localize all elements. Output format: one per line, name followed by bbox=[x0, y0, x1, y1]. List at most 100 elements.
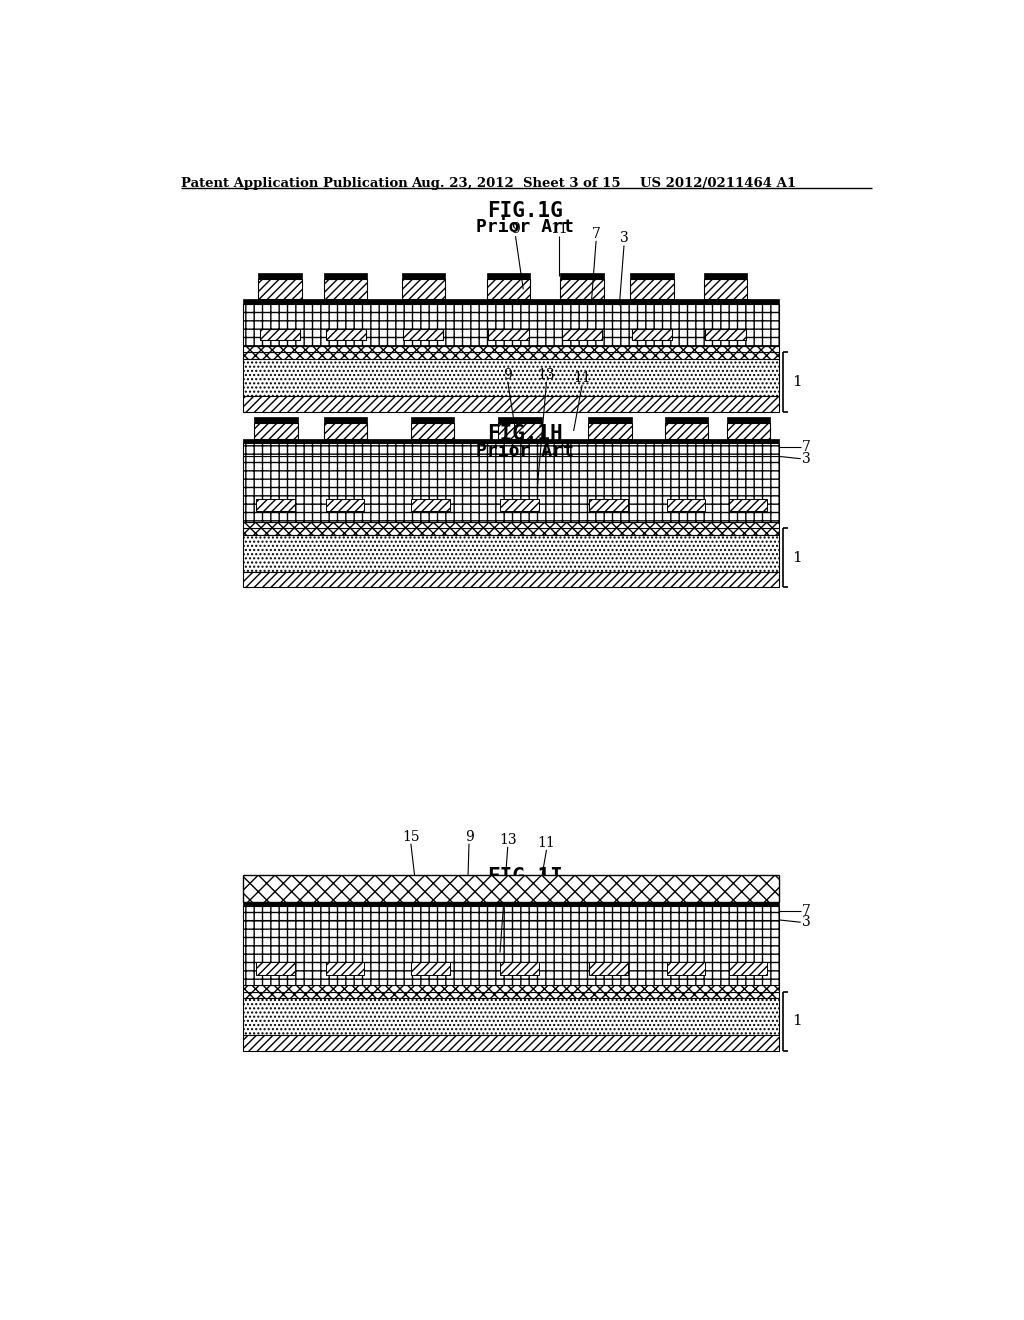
Bar bbox=[486, 280, 530, 300]
Text: 7: 7 bbox=[802, 904, 811, 917]
Text: 9: 9 bbox=[504, 368, 512, 381]
Bar bbox=[727, 424, 770, 438]
Text: 3: 3 bbox=[802, 451, 811, 466]
Bar bbox=[254, 417, 298, 424]
Bar bbox=[401, 280, 445, 300]
Bar bbox=[706, 329, 745, 341]
Bar bbox=[260, 329, 300, 341]
Bar bbox=[254, 424, 298, 438]
Bar bbox=[254, 887, 298, 903]
Bar bbox=[243, 442, 779, 457]
Text: 11: 11 bbox=[550, 222, 567, 236]
Bar bbox=[243, 920, 779, 985]
Bar bbox=[499, 880, 542, 887]
Bar bbox=[411, 962, 450, 974]
Text: 13: 13 bbox=[499, 833, 516, 847]
Bar bbox=[729, 499, 767, 511]
Bar bbox=[665, 887, 709, 903]
Text: 7: 7 bbox=[592, 227, 600, 240]
Bar bbox=[324, 273, 368, 280]
Bar bbox=[589, 887, 632, 903]
Bar bbox=[667, 499, 706, 511]
Bar bbox=[500, 962, 539, 974]
Bar bbox=[499, 417, 542, 424]
Bar bbox=[729, 962, 767, 974]
Text: US 2012/0211464 A1: US 2012/0211464 A1 bbox=[640, 177, 796, 190]
Bar bbox=[243, 359, 779, 396]
Text: 1: 1 bbox=[793, 375, 802, 389]
Text: Aug. 23, 2012  Sheet 3 of 15: Aug. 23, 2012 Sheet 3 of 15 bbox=[411, 177, 621, 190]
Bar bbox=[243, 300, 779, 304]
Text: 9: 9 bbox=[465, 830, 473, 843]
Text: 1: 1 bbox=[793, 1014, 802, 1028]
Bar bbox=[560, 273, 604, 280]
Bar bbox=[243, 352, 779, 359]
Text: 15: 15 bbox=[402, 830, 420, 843]
Text: 3: 3 bbox=[802, 915, 811, 929]
Bar bbox=[411, 887, 455, 903]
Bar bbox=[727, 880, 770, 887]
Bar bbox=[403, 329, 443, 341]
Bar bbox=[243, 535, 779, 572]
Text: 11: 11 bbox=[573, 371, 591, 385]
Bar bbox=[727, 417, 770, 424]
Bar bbox=[499, 887, 542, 903]
Bar bbox=[411, 499, 450, 511]
Bar bbox=[630, 280, 674, 300]
Bar bbox=[667, 962, 706, 974]
Bar bbox=[243, 998, 779, 1035]
Text: Prior Art: Prior Art bbox=[476, 884, 573, 903]
Text: 9: 9 bbox=[511, 222, 520, 236]
Bar bbox=[243, 572, 779, 587]
Bar bbox=[258, 273, 302, 280]
Bar bbox=[243, 991, 779, 998]
Bar bbox=[324, 280, 368, 300]
Bar bbox=[243, 875, 779, 903]
Bar bbox=[258, 280, 302, 300]
Bar bbox=[243, 521, 779, 528]
Bar bbox=[411, 880, 455, 887]
Bar bbox=[243, 304, 779, 346]
Bar bbox=[243, 438, 779, 442]
Bar bbox=[589, 499, 628, 511]
Bar bbox=[589, 417, 632, 424]
Text: 7: 7 bbox=[802, 440, 811, 454]
Bar bbox=[243, 396, 779, 412]
Text: Patent Application Publication: Patent Application Publication bbox=[180, 177, 408, 190]
Text: FIG.1I: FIG.1I bbox=[487, 867, 562, 887]
Bar bbox=[401, 273, 445, 280]
Bar bbox=[243, 1035, 779, 1051]
Bar bbox=[256, 962, 295, 974]
Bar bbox=[562, 329, 602, 341]
Text: Prior Art: Prior Art bbox=[476, 442, 573, 459]
Bar bbox=[326, 329, 366, 341]
Bar bbox=[486, 273, 530, 280]
Bar bbox=[703, 273, 748, 280]
Bar bbox=[243, 457, 779, 521]
Bar bbox=[324, 880, 368, 887]
Bar bbox=[727, 887, 770, 903]
Bar bbox=[589, 880, 632, 887]
Bar bbox=[254, 880, 298, 887]
Bar bbox=[560, 280, 604, 300]
Bar bbox=[243, 346, 779, 352]
Bar bbox=[326, 499, 365, 511]
Bar bbox=[703, 280, 748, 300]
Bar bbox=[243, 903, 779, 906]
Bar bbox=[243, 985, 779, 991]
Bar bbox=[243, 528, 779, 535]
Bar bbox=[411, 424, 455, 438]
Text: 11: 11 bbox=[538, 836, 555, 850]
Bar bbox=[243, 906, 779, 920]
Bar bbox=[488, 329, 528, 341]
Text: FIG.1H: FIG.1H bbox=[487, 424, 562, 444]
Text: FIG.1G: FIG.1G bbox=[487, 201, 562, 220]
Bar bbox=[326, 962, 365, 974]
Bar bbox=[324, 887, 368, 903]
Bar bbox=[632, 329, 672, 341]
Bar bbox=[256, 499, 295, 511]
Bar bbox=[324, 424, 368, 438]
Bar bbox=[589, 962, 628, 974]
Text: 3: 3 bbox=[620, 231, 629, 246]
Bar bbox=[589, 424, 632, 438]
